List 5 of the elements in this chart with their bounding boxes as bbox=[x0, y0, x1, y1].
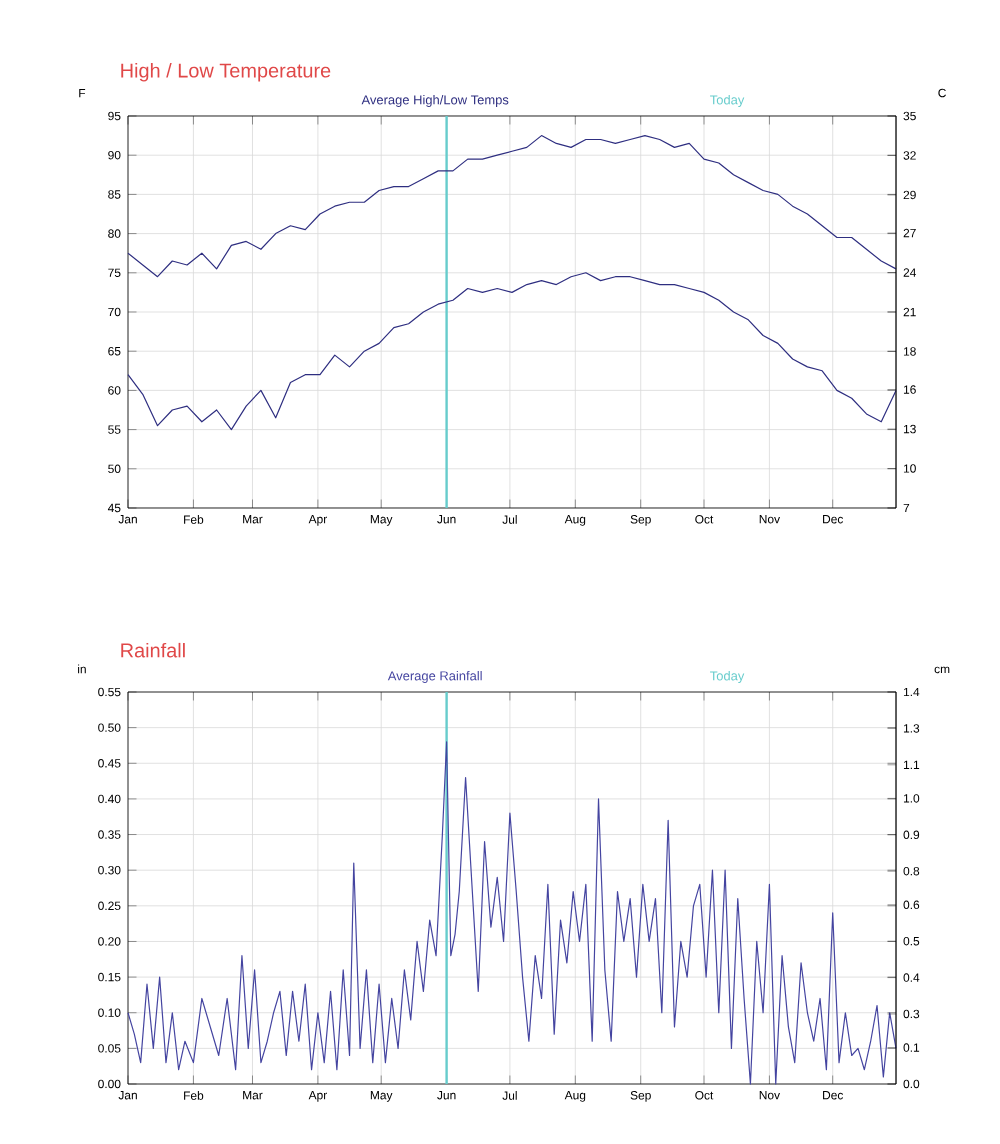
line-series bbox=[127, 134, 897, 278]
line-series bbox=[127, 741, 897, 1085]
chart-title: Rainfall bbox=[121, 642, 185, 658]
line-series bbox=[127, 272, 897, 431]
chart-title: High / Low Temperature bbox=[121, 62, 331, 82]
